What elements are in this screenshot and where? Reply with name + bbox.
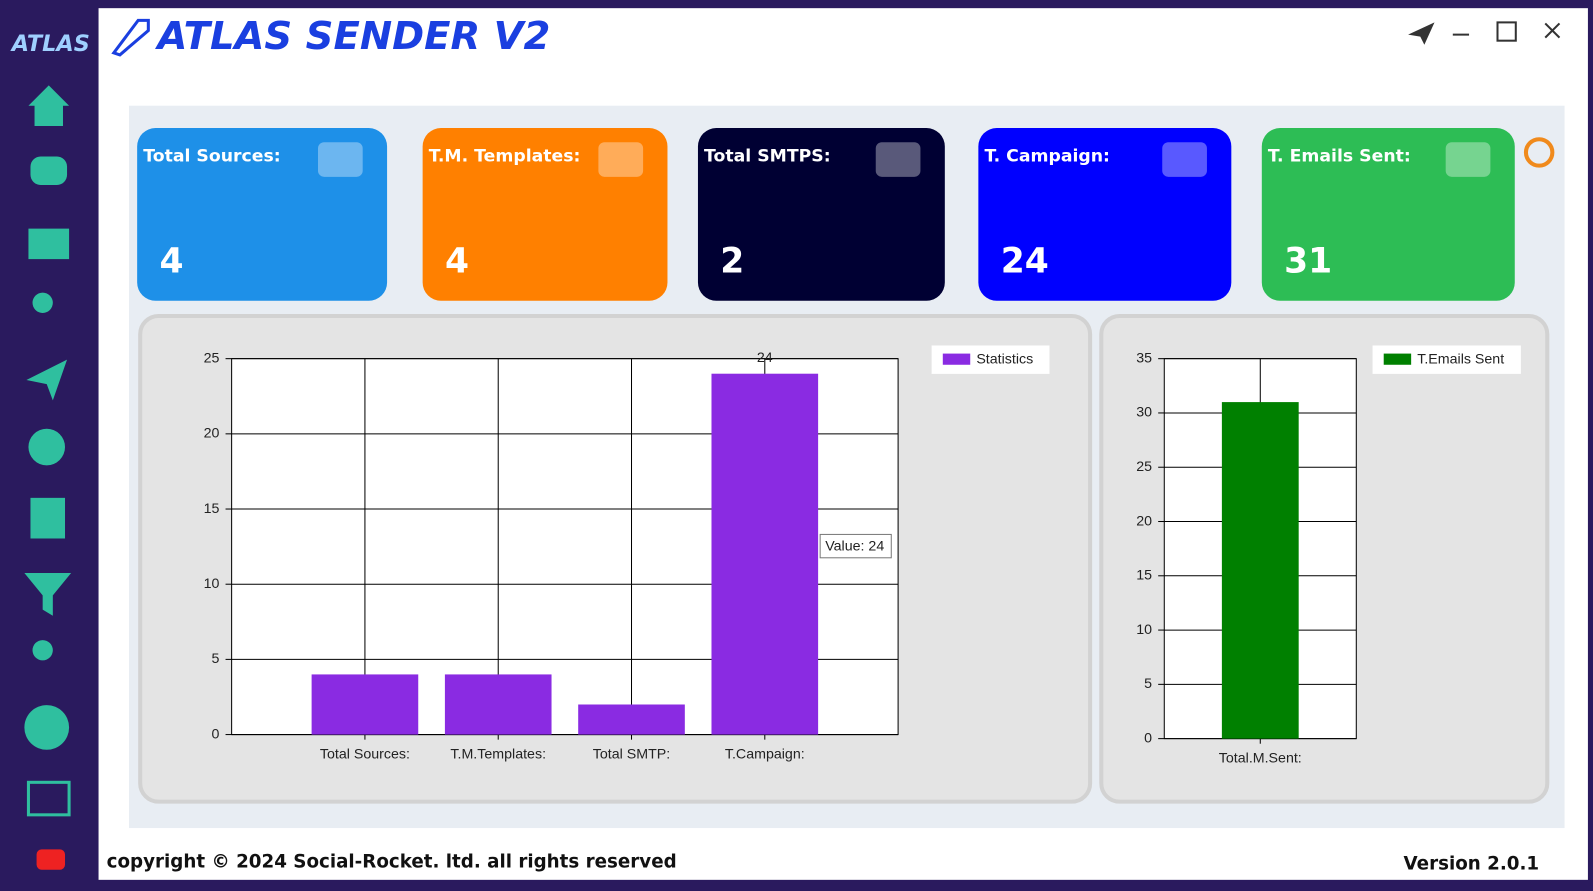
card-icon <box>1162 142 1207 177</box>
youtube-icon[interactable] <box>36 849 66 870</box>
refresh-button[interactable] <box>1523 137 1555 168</box>
card-label: Total Sources: <box>143 146 280 166</box>
x-tick-label: T.M.Templates: <box>450 747 546 763</box>
legend-swatch <box>942 353 971 365</box>
legend-label: T.Emails Sent <box>1417 351 1504 367</box>
y-tick-label: 20 <box>204 426 220 442</box>
stat-card <box>137 128 388 301</box>
bar <box>1221 402 1299 739</box>
card-value: 2 <box>720 242 744 282</box>
x-tick-label: Total Sources: <box>320 747 410 763</box>
send-button[interactable] <box>1408 22 1435 45</box>
y-tick-label: 15 <box>204 501 220 517</box>
bot-icon[interactable] <box>30 156 68 185</box>
card-label: Total SMTPS: <box>704 146 831 166</box>
card-label: T. Emails Sent: <box>1268 146 1411 166</box>
bar <box>578 704 685 735</box>
card-value: 4 <box>160 242 184 282</box>
mail-icon[interactable] <box>28 228 70 260</box>
card-icon <box>317 142 363 177</box>
maximize-button[interactable] <box>1496 21 1517 42</box>
app-title: ATLAS SENDER V2 <box>154 14 550 59</box>
info-icon[interactable] <box>24 705 70 750</box>
y-tick-label: 5 <box>212 651 220 667</box>
y-tick-label: 10 <box>204 576 220 592</box>
remove-user-icon[interactable] <box>32 640 53 661</box>
card-icon <box>875 142 921 177</box>
logo: ATLAS <box>10 31 90 57</box>
home-icon[interactable] <box>28 85 70 127</box>
y-tick-label: 30 <box>1136 405 1152 421</box>
close-button[interactable] <box>1544 22 1561 39</box>
y-tick-label: 25 <box>1136 459 1152 475</box>
copyright: copyright © 2024 Social-Rocket. ltd. all… <box>107 852 677 873</box>
y-tick-label: 15 <box>1136 568 1152 584</box>
send-icon[interactable] <box>26 359 68 401</box>
bar <box>311 674 419 735</box>
card-icon <box>1445 142 1491 177</box>
stat-card <box>422 128 668 301</box>
settings-icon[interactable] <box>28 428 66 466</box>
legend-swatch <box>1383 353 1412 365</box>
stat-card <box>1261 128 1515 301</box>
x-tick-label: T.Campaign: <box>725 747 805 763</box>
stat-card <box>697 128 945 301</box>
y-tick-label: 20 <box>1136 513 1152 529</box>
card-value: 24 <box>1001 242 1049 282</box>
tooltip: Value: 24 <box>825 538 884 554</box>
card-value: 31 <box>1284 242 1332 282</box>
rocket-icon <box>111 18 150 57</box>
y-tick-label: 25 <box>204 350 220 366</box>
x-tick-label: Total.M.Sent: <box>1219 751 1302 767</box>
card-icon <box>598 142 644 177</box>
y-tick-label: 35 <box>1136 350 1152 366</box>
version: Version 2.0.1 <box>1404 854 1540 875</box>
card-label: T. Campaign: <box>984 146 1110 166</box>
bar <box>711 373 819 735</box>
add-user-icon[interactable] <box>32 292 53 313</box>
tooltip-box <box>819 533 892 559</box>
logout-icon[interactable] <box>26 780 71 817</box>
y-tick-label: 10 <box>1136 622 1152 638</box>
y-tick-label: 0 <box>212 726 220 742</box>
card-label: T.M. Templates: <box>429 146 581 166</box>
bar <box>444 674 552 735</box>
x-tick-label: Total SMTP: <box>593 747 670 763</box>
report-icon[interactable] <box>30 497 66 539</box>
y-tick-label: 5 <box>1144 676 1152 692</box>
y-tick-label: 0 <box>1144 730 1152 746</box>
card-value: 4 <box>445 242 469 282</box>
filter-icon[interactable] <box>24 573 72 616</box>
legend-label: Statistics <box>976 351 1033 367</box>
sidebar <box>24 85 72 870</box>
stat-card <box>978 128 1232 301</box>
data-label: 24 <box>757 350 773 366</box>
